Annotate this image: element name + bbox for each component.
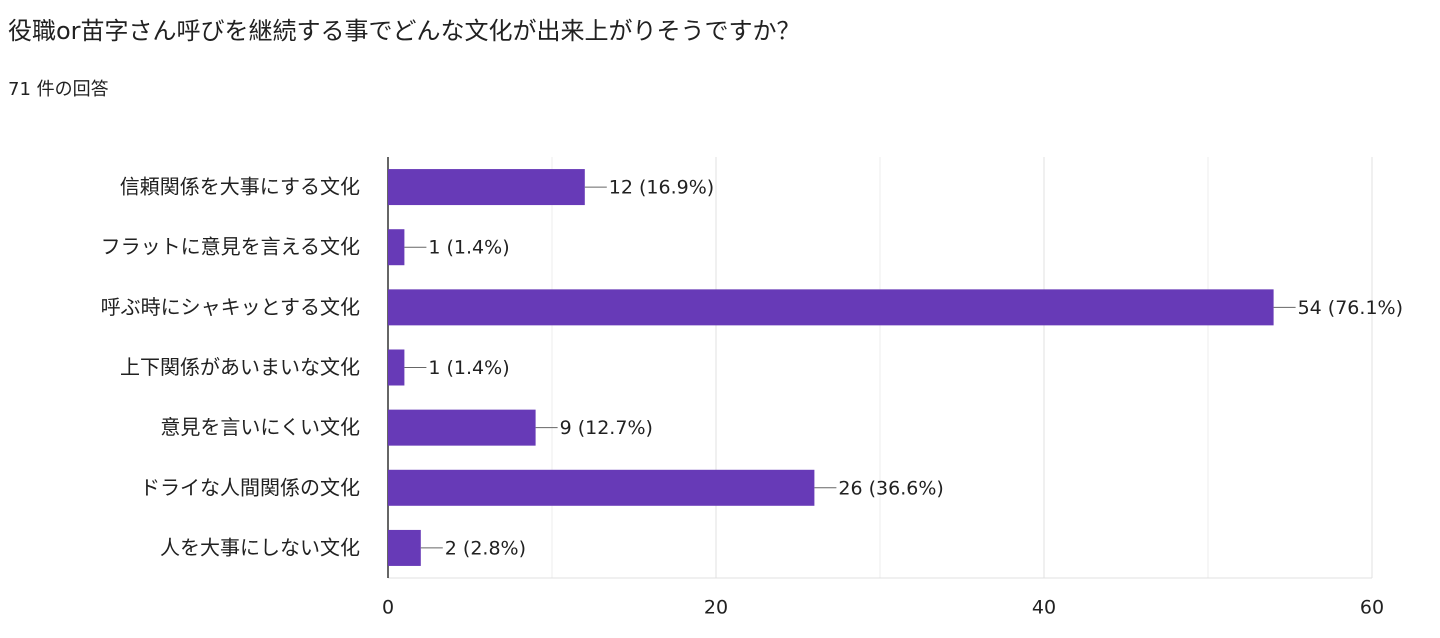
value-label: 54 (76.1%) (1298, 297, 1403, 319)
value-label: 1 (1.4%) (428, 237, 509, 259)
x-tick-label: 20 (704, 597, 728, 619)
bar (388, 469, 815, 506)
x-tick-label: 0 (382, 597, 394, 619)
category-label: 呼ぶ時にシャキッとする文化 (101, 295, 360, 319)
value-label: 2 (2.8%) (445, 537, 526, 559)
bar (388, 409, 536, 446)
bar (388, 169, 585, 206)
category-label: ドライな人間関係の文化 (140, 475, 360, 499)
response-count: 71 件の回答 (8, 79, 109, 100)
x-tick-label: 60 (1360, 597, 1384, 619)
category-label: 意見を言いにくい文化 (160, 415, 360, 439)
chart-title: 役職or苗字さん呼びを継続する事でどんな文化が出来上がりそうですか？ (8, 17, 801, 45)
value-label: 1 (1.4%) (428, 357, 509, 379)
x-tick-label: 40 (1032, 597, 1056, 619)
category-label: フラットに意見を言える文化 (101, 235, 360, 259)
bar (388, 349, 405, 386)
value-label: 9 (12.7%) (560, 417, 653, 439)
category-label: 信頼関係を大事にする文化 (120, 175, 360, 199)
value-label: 26 (36.6%) (838, 477, 943, 499)
bar (388, 289, 1274, 326)
bar (388, 529, 421, 566)
bar (388, 229, 405, 266)
category-label: 上下関係があいまいな文化 (120, 355, 360, 379)
value-label: 12 (16.9%) (609, 177, 714, 199)
category-label: 人を大事にしない文化 (160, 535, 360, 559)
